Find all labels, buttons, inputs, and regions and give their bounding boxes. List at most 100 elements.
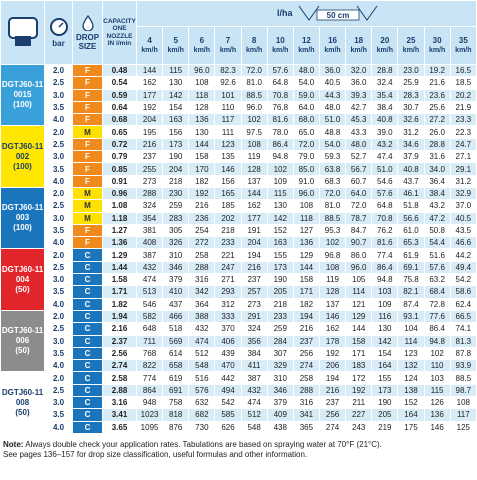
rate-cell: 102 bbox=[423, 346, 451, 361]
rate-cell: 164 bbox=[397, 408, 425, 422]
rate-cell: 81.6 bbox=[371, 236, 399, 250]
table-row: 3.5 F 1.27 381 305 254 218 191 152 127 95.3 84.7 76.… bbox=[1, 223, 477, 238]
rate-cell: 1095 bbox=[135, 420, 164, 434]
rate-cell: 437 bbox=[162, 297, 190, 311]
speed-value: 12 bbox=[301, 36, 311, 45]
rate-cell: 582 bbox=[135, 309, 164, 324]
rate-cell: 329 bbox=[266, 359, 294, 373]
rate-cell: 237 bbox=[240, 273, 268, 287]
rate-cell: 129 bbox=[345, 309, 373, 324]
speed-row: 4 km/h 5 km/h 6 km/h 7 km/h 8 km/h 10 km/h 12 km/h 16 k… bbox=[1, 26, 477, 65]
rate-cell: 79.0 bbox=[292, 150, 320, 164]
rate-cell: 88.5 bbox=[318, 211, 347, 225]
rate-cell: 379 bbox=[162, 273, 190, 287]
rate-cell: 411 bbox=[240, 359, 268, 373]
model-spacing: (50) bbox=[15, 407, 30, 417]
rate-cell: 118 bbox=[188, 88, 216, 102]
rate-cell: 108 bbox=[292, 199, 320, 213]
speed-header: 7 km/h bbox=[214, 26, 242, 65]
speed-unit: km/h bbox=[193, 47, 211, 54]
rate-cell: 283 bbox=[162, 211, 190, 225]
rate-cell: 51.0 bbox=[371, 162, 399, 176]
drop-size-cell: C bbox=[72, 273, 103, 287]
speed-header: 25 km/h bbox=[397, 26, 425, 65]
capacity-cell: 0.79 bbox=[102, 150, 137, 164]
rate-cell: 50.8 bbox=[423, 223, 451, 238]
rate-cell: 216 bbox=[188, 199, 216, 213]
rate-cell: 432 bbox=[240, 383, 268, 398]
capacity-cell: 2.88 bbox=[102, 383, 137, 398]
drop-size-cell: C bbox=[72, 346, 103, 361]
spacing-diagram: 50 cm bbox=[298, 5, 378, 21]
pressure-cell: 2.0 bbox=[44, 63, 73, 78]
rate-cell: 52.7 bbox=[345, 150, 373, 164]
rate-cell: 72.0 bbox=[318, 186, 347, 201]
rate-cell: 154 bbox=[371, 346, 399, 361]
table-row: DGTJ60-11008 (50) 2.0 C 2.58 774 619 516 442 387 3… bbox=[0, 371, 477, 434]
rate-cell: 126 bbox=[423, 396, 451, 410]
rate-cell: 324 bbox=[135, 199, 164, 213]
rate-cell: 406 bbox=[214, 334, 242, 348]
rate-cell: 37.9 bbox=[397, 150, 425, 164]
rate-cell: 255 bbox=[135, 162, 164, 176]
drop-size-cell: F bbox=[72, 76, 103, 90]
table-row: 4.0 C 3.65 1095 876 730 626 548 438 365 274 243 219 1… bbox=[1, 420, 477, 434]
table-row: 2.5 C 2.16 648 518 432 370 324 259 216 162 144 130 10… bbox=[1, 322, 477, 336]
table-row: DGTJ60-11006 (50) 2.0 C 1.94 582 466 388 333 291 2… bbox=[0, 309, 477, 373]
rate-cell: 162 bbox=[240, 199, 268, 213]
rate-cell: 307 bbox=[266, 346, 294, 361]
rate-cell: 326 bbox=[162, 236, 190, 250]
rate-cell: 77.6 bbox=[423, 309, 451, 324]
pressure-cell: 2.5 bbox=[44, 260, 73, 275]
rate-cell: 218 bbox=[162, 174, 190, 188]
rate-cell: 144 bbox=[292, 260, 320, 275]
model-cell: DGTJ60-11006 (50) bbox=[0, 309, 45, 373]
rate-cell: 152 bbox=[397, 396, 425, 410]
rate-cell: 93.9 bbox=[449, 359, 477, 373]
rate-cell: 35.4 bbox=[371, 88, 399, 102]
rate-cell: 576 bbox=[188, 383, 216, 398]
rate-cell: 78.0 bbox=[266, 125, 294, 139]
pressure-cell: 4.0 bbox=[44, 236, 73, 250]
rate-cell: 342 bbox=[188, 285, 216, 299]
rate-cell: 45.3 bbox=[345, 113, 373, 127]
rate-cell: 474 bbox=[188, 334, 216, 348]
rate-cell: 236 bbox=[188, 211, 216, 225]
table-row: 2.5 C 1.44 432 346 288 247 216 173 144 108 96.0 86.4… bbox=[1, 260, 477, 275]
capacity-cell: 3.16 bbox=[102, 396, 137, 410]
speed-value: 18 bbox=[354, 36, 364, 45]
rate-cell: 388 bbox=[188, 309, 216, 324]
rate-cell: 216 bbox=[240, 260, 268, 275]
model-cell: DGTJ60-11004 (50) bbox=[0, 248, 45, 311]
rate-cell: 758 bbox=[162, 396, 190, 410]
rate-cell: 78.7 bbox=[345, 211, 373, 225]
model-name: DGTJ60-11006 bbox=[1, 326, 44, 346]
rate-cell: 172 bbox=[345, 371, 373, 385]
pressure-cell: 2.0 bbox=[44, 248, 73, 262]
rate-cell: 23.6 bbox=[423, 88, 451, 102]
rate-cell: 387 bbox=[135, 248, 164, 262]
rate-cell: 632 bbox=[188, 396, 216, 410]
rate-cell: 116 bbox=[371, 309, 399, 324]
rate-cell: 822 bbox=[135, 359, 164, 373]
rate-cell: 259 bbox=[266, 322, 294, 336]
rate-cell: 682 bbox=[188, 408, 216, 422]
rate-cell: 119 bbox=[318, 273, 347, 287]
model-spacing: (100) bbox=[13, 223, 32, 233]
rate-cell: 387 bbox=[240, 371, 268, 385]
rate-cell: 117 bbox=[214, 113, 242, 127]
rate-cell: 104 bbox=[397, 322, 425, 336]
rate-cell: 237 bbox=[318, 396, 347, 410]
drop-size-cell: F bbox=[72, 100, 103, 115]
rate-cell: 173 bbox=[266, 260, 294, 275]
table-row: DGTJ60-11004 (50) 2.0 C 1.29 387 310 258 221 194 1… bbox=[0, 248, 477, 311]
rate-cell: 56.6 bbox=[397, 211, 425, 225]
rate-cell: 274 bbox=[292, 359, 320, 373]
capacity-cell: 0.48 bbox=[102, 63, 137, 78]
rate-cell: 171 bbox=[292, 285, 320, 299]
rate-cell: 144 bbox=[345, 322, 373, 336]
pressure-cell: 2.0 bbox=[44, 186, 73, 201]
rate-cell: 46.1 bbox=[397, 186, 425, 201]
